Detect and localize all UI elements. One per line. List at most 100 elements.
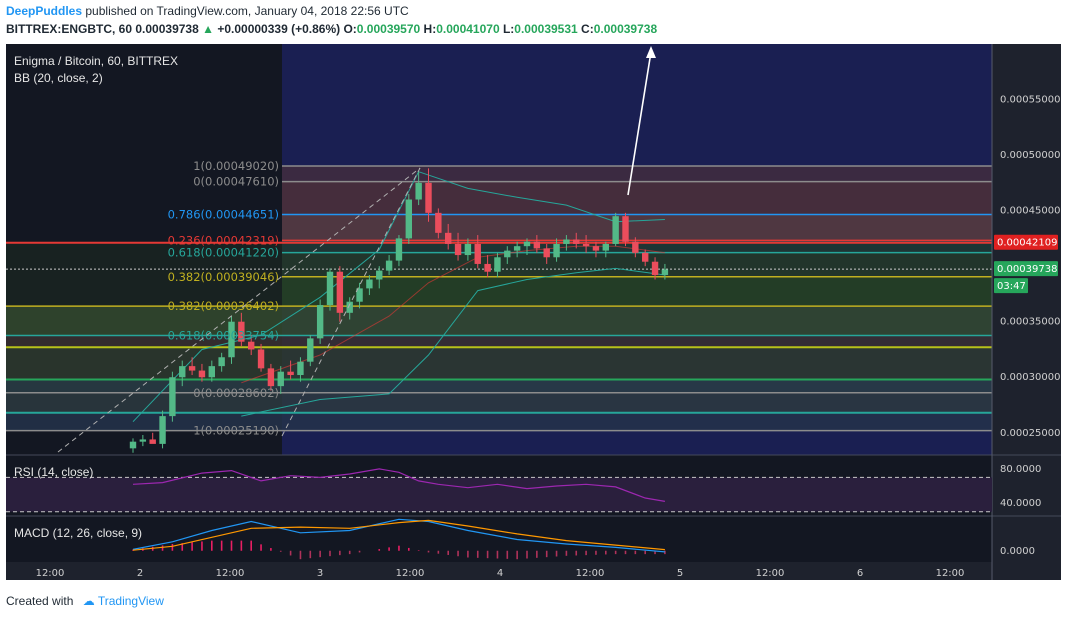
- candle-body: [425, 182, 432, 213]
- candle-body: [198, 370, 206, 378]
- fib-upper-label: 0.236(0.00042319): [168, 233, 279, 247]
- last-price: 0.00039738: [135, 22, 199, 36]
- candle-body: [474, 243, 481, 264]
- candle-body: [405, 199, 412, 239]
- fib-upper-label: 0.786(0.00044651): [168, 207, 279, 221]
- candle-body: [159, 416, 166, 444]
- price-label-box: [994, 278, 1028, 294]
- rsi-y-tick-label: 40.0000: [1000, 498, 1041, 509]
- candle-body: [257, 349, 265, 369]
- open-value: 0.00039570: [356, 22, 421, 36]
- trend-arrow-line: [627, 51, 652, 196]
- fib-lower-label: 0.618(0.00033754): [168, 329, 279, 343]
- trend-arrow-head-icon: [646, 46, 656, 58]
- close-value: 0.00039738: [593, 22, 658, 36]
- macd-line: [132, 518, 665, 553]
- fib-upper-zone: [282, 181, 992, 215]
- x-tick-label: 12:00: [396, 568, 425, 579]
- x-tick-label: 4: [497, 568, 503, 579]
- price-label-box: [994, 261, 1058, 277]
- fib-lower-label: 0(0.00028602): [193, 386, 279, 400]
- candle-body: [661, 269, 669, 276]
- candle-body: [494, 257, 501, 272]
- candle-body: [612, 216, 619, 244]
- price-label-box: [994, 234, 1058, 250]
- candle-body: [582, 243, 590, 247]
- price-axis-background: [992, 44, 1061, 580]
- fib-upper-zone: [282, 214, 992, 241]
- candle-body: [454, 243, 462, 256]
- candle-body: [622, 216, 629, 242]
- price-label-text: 0.00042109: [997, 238, 1057, 249]
- candle-body: [642, 252, 649, 262]
- low-label: L:: [502, 22, 515, 36]
- candle-body: [366, 279, 373, 289]
- x-tick-label: 12:00: [756, 568, 785, 579]
- candle-body: [287, 371, 294, 376]
- x-tick-label: 12:00: [936, 568, 965, 579]
- macd-y-tick-label: 0.0000: [1000, 546, 1035, 557]
- candle-body: [238, 321, 245, 342]
- x-tick-label: 12:00: [576, 568, 605, 579]
- high-label: H:: [423, 22, 437, 36]
- candle-body: [218, 357, 225, 367]
- candle-body: [533, 241, 541, 249]
- candle-body: [356, 288, 363, 302]
- fib-upper-label: 1(0.00049020): [193, 159, 279, 173]
- candle-body: [139, 439, 147, 442]
- ohlc-info: BITTREX:ENGBTC, 60 0.00039738 ▲ +0.00000…: [6, 22, 657, 36]
- publish-text: published on TradingView.com, January 04…: [85, 4, 409, 18]
- candle-body: [169, 377, 176, 417]
- candle-body: [149, 439, 156, 444]
- rsi-label: RSI (14, close): [14, 465, 93, 479]
- candle-body: [188, 366, 196, 371]
- tradingview-cloud-icon: ☁: [82, 594, 95, 608]
- candle-body: [336, 271, 344, 313]
- candle-body: [523, 241, 531, 247]
- candle-body: [632, 241, 639, 253]
- x-tick-label: 6: [857, 568, 863, 579]
- candle-body: [129, 441, 137, 449]
- up-arrow-icon: ▲: [202, 22, 214, 36]
- rsi-band-fill: [6, 477, 992, 512]
- macd-signal-line: [132, 519, 665, 551]
- candle-body: [513, 246, 521, 251]
- fib-trendline-lower: [57, 167, 421, 453]
- fib-lower-zone: [6, 392, 992, 413]
- candle-body: [248, 341, 255, 350]
- fib-upper-label: 0.382(0.00039046): [168, 270, 279, 284]
- candle-body: [297, 361, 304, 376]
- candle-body: [208, 366, 215, 378]
- candle-body: [504, 250, 511, 258]
- author-link[interactable]: DeepPuddles: [6, 4, 83, 18]
- fib-lower-zone: [6, 335, 992, 348]
- fib-lower-zone: [6, 347, 992, 380]
- change-value: +0.00000339 (+0.86%): [217, 22, 341, 36]
- candle-body: [277, 371, 284, 387]
- candle-body: [267, 368, 275, 387]
- candle-body: [179, 366, 186, 378]
- x-tick-label: 12:00: [216, 568, 245, 579]
- created-with-text: Created with: [6, 594, 74, 608]
- bb-lower-line: [241, 267, 665, 417]
- candle-body: [435, 212, 442, 233]
- y-tick-label: 0.00050000: [1000, 150, 1060, 161]
- candle-body: [553, 243, 560, 258]
- close-label: C:: [581, 22, 594, 36]
- candle-body: [307, 338, 314, 362]
- high-value: 0.00041070: [436, 22, 500, 36]
- chart-title: Enigma / Bitcoin, 60, BITTREX: [14, 54, 178, 68]
- candle-body: [415, 182, 422, 200]
- footer: Created with ☁ TradingView: [6, 594, 164, 608]
- tradingview-link[interactable]: TradingView: [97, 594, 164, 608]
- candle-body: [316, 305, 324, 339]
- candle-body: [228, 321, 235, 358]
- fib-lower-zone: [6, 306, 992, 336]
- candle-body: [326, 271, 334, 306]
- candle-body: [385, 260, 393, 271]
- candle-body: [592, 246, 600, 251]
- candle-body: [563, 239, 570, 244]
- y-tick-label: 0.00055000: [1000, 95, 1060, 106]
- rsi-y-tick-label: 80.0000: [1000, 464, 1041, 475]
